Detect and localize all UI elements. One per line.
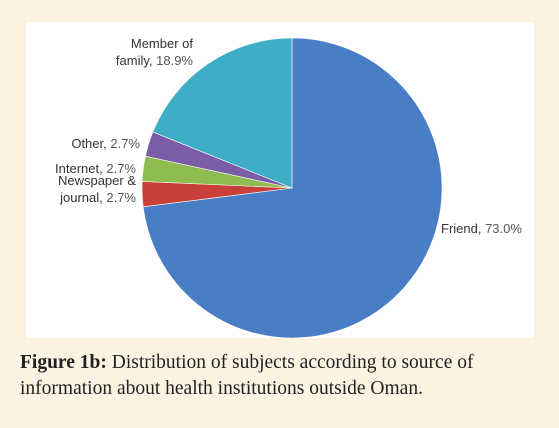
chart-panel: Friend, 73.0% Newspaper & journal, 2.7% Int… [26,22,534,338]
slice-label-text: Friend, [441,221,481,236]
slice-value-text: 18.9% [153,53,194,68]
slice-value-text: 2.7% [103,190,137,205]
slice-label-text: family, [116,53,153,68]
pie-slices [141,37,443,338]
slice-value-text: 2.7% [107,136,141,151]
pie-slice-member-of-family [152,37,293,189]
pie-slice-friend [142,37,443,338]
figure-caption: Figure 1b: Distribution of subjects acco… [20,350,545,402]
slice-label-text: Other, [71,136,106,151]
slice-value-text: 2.7% [103,161,137,176]
slice-label-member-of-family: Member of family, 18.9% [116,36,194,68]
slice-label-internet: Internet, 2.7% [55,161,136,176]
slice-label-newspaper-journal: Newspaper & journal, 2.7% [58,173,136,205]
caption-text: Distribution of subjects according to so… [20,352,474,399]
slice-label-friend: Friend, 73.0% [441,221,522,236]
slice-label-text: journal, [59,190,103,205]
slice-label-other: Other, 2.7% [71,136,140,151]
caption-label: Figure 1b: [20,352,107,373]
slice-label-text: Newspaper & [58,173,136,188]
slice-label-text: Member of [131,36,194,51]
pie-chart: Friend, 73.0%Newspaper & journal, 2.7%Int… [55,36,522,338]
slice-value-text: 73.0% [481,221,522,236]
slice-label-text: Internet, [55,161,103,176]
